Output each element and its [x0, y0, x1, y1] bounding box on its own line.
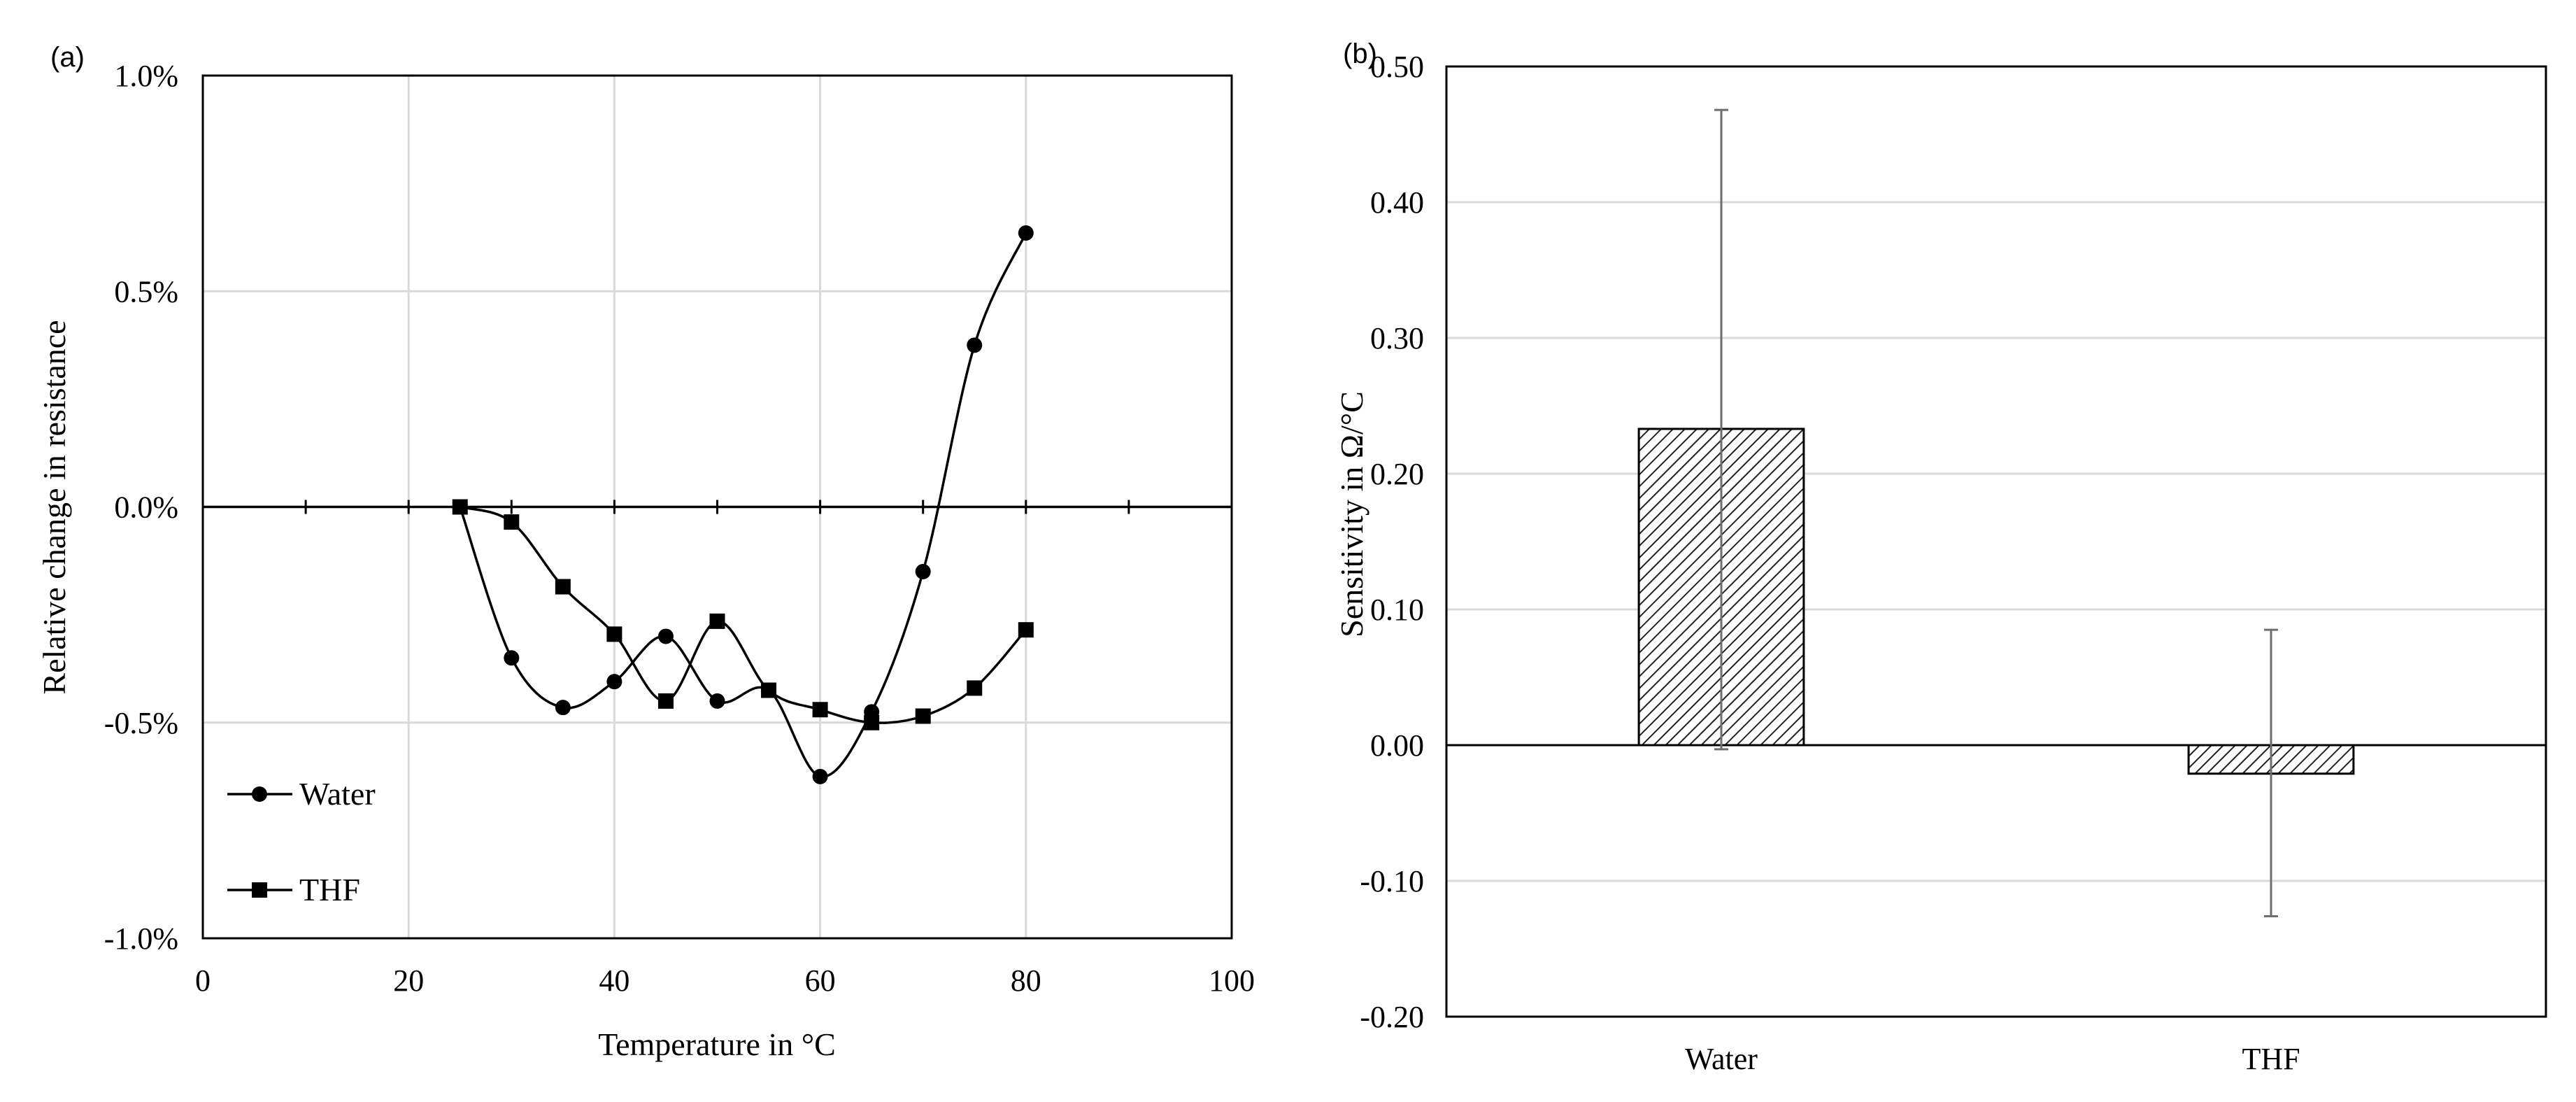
marker-water [555, 700, 571, 716]
panel-a: (a) -1.0% -0.5% 0.0% 0.5% 1.0% 0 20 40 6… [36, 42, 1255, 1062]
panel-a-xtick-label: 60 [805, 963, 836, 998]
panel-a-x-axis-title: Temperature in °C [598, 1026, 836, 1062]
category-label-water: Water [1685, 1042, 1758, 1076]
marker-water [812, 768, 828, 784]
panel-a-xtick-label: 80 [1011, 963, 1041, 998]
marker-water [1018, 225, 1034, 241]
marker-water [915, 563, 931, 579]
panel-a-xtick-label: 20 [393, 963, 424, 998]
series-line-thf [460, 505, 1027, 724]
marker-water [967, 337, 983, 353]
legend-thf-label: THF [299, 872, 360, 907]
marker-water [606, 674, 622, 690]
panel-b-ytick-label: 0.00 [1370, 728, 1424, 763]
error-bar-thf [2264, 628, 2278, 917]
panel-a-ytick-label: 0.0% [114, 490, 178, 525]
marker-thf [812, 702, 828, 718]
legend-thf-marker [252, 882, 267, 898]
marker-thf [657, 693, 674, 709]
legend-water-marker [252, 786, 267, 802]
marker-thf [1018, 622, 1034, 638]
marker-thf [915, 708, 931, 724]
panel-a-ytick-label: -0.5% [104, 706, 178, 740]
panel-a-ytick-label: -1.0% [104, 921, 178, 956]
marker-water [504, 650, 520, 666]
panel-a-label: (a) [50, 42, 85, 73]
panel-a-series-lines [459, 232, 1027, 778]
marker-thf [504, 514, 520, 530]
panel-b-y-axis-title: Sensitivity in Ω/°C [1334, 391, 1369, 637]
error-bar-water [1714, 108, 1728, 751]
marker-thf [452, 499, 468, 515]
marker-thf [606, 626, 622, 642]
panel-b-ytick-label: 0.50 [1370, 50, 1424, 84]
panel-b-ytick-label: -0.10 [1360, 864, 1424, 898]
marker-thf [761, 682, 777, 698]
marker-thf [709, 613, 725, 629]
panel-a-xtick-label: 100 [1209, 963, 1255, 998]
marker-thf [864, 714, 880, 730]
panel-a-xtick-label: 40 [599, 963, 629, 998]
panel-b: (b) -0.20 -0.10 0.00 0.10 0.20 0.30 0.40… [1334, 38, 2547, 1076]
panel-b-ytick-label: -0.20 [1360, 1000, 1424, 1034]
panel-b-plot-frame [1445, 65, 2547, 1018]
marker-thf [555, 579, 571, 595]
panel-b-ytick-label: 0.30 [1370, 321, 1424, 355]
panel-a-markers [452, 225, 1034, 784]
panel-b-gridlines [1446, 201, 2546, 882]
panel-a-ytick-label: 0.5% [114, 274, 178, 309]
series-line-water [459, 232, 1027, 778]
category-label-thf: THF [2242, 1042, 2300, 1076]
panel-a-y-axis-title: Relative change in resistance [36, 320, 72, 694]
panel-b-label: (b) [1343, 38, 1377, 69]
marker-water [657, 628, 674, 644]
panel-a-legend: Water THF [227, 776, 376, 907]
panel-b-ytick-label: 0.40 [1370, 185, 1424, 220]
marker-water [709, 693, 725, 709]
panel-b-ytick-label: 0.20 [1370, 457, 1424, 491]
panel-a-xtick-label: 0 [195, 963, 211, 998]
panel-a-zero-axis [203, 500, 1232, 514]
panel-b-ytick-label: 0.10 [1370, 593, 1424, 627]
panel-a-ytick-label: 1.0% [114, 59, 178, 93]
legend-water-label: Water [299, 776, 376, 812]
marker-thf [967, 680, 983, 696]
